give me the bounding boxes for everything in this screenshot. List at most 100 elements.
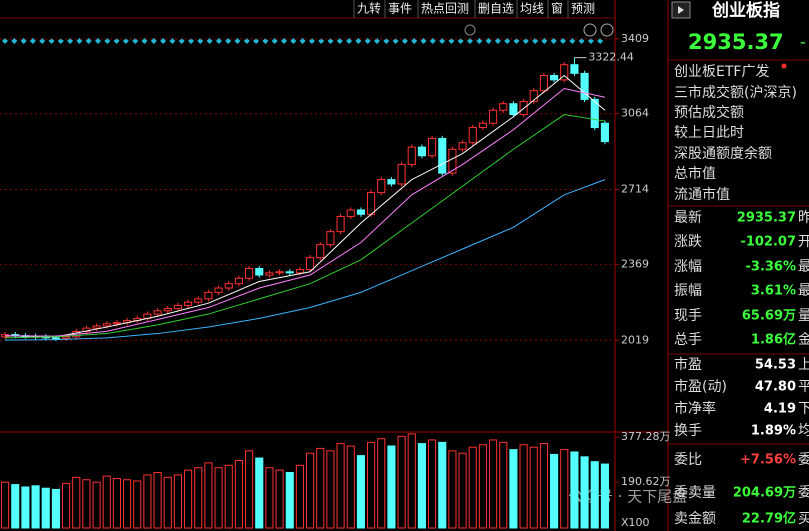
candle-body (458, 142, 467, 150)
volume-bar (275, 469, 284, 529)
stat-value: 54.53 (755, 358, 796, 373)
candle-body (316, 244, 325, 259)
stat-label: 卖金额 (674, 511, 716, 527)
volume-bar (417, 443, 426, 529)
volume-bar (316, 447, 325, 529)
stat-label: 涨跌 (674, 234, 702, 250)
toolbar-item[interactable]: 窗 (551, 2, 563, 16)
volume-bar (224, 464, 233, 529)
candle-body (478, 122, 487, 129)
candle-body (163, 308, 172, 312)
volume-bar (51, 488, 60, 529)
panel-link[interactable]: 较上日此时 (674, 125, 744, 141)
toolbar-item[interactable]: 热点回测 (421, 2, 469, 16)
unit-label: X100 (621, 516, 650, 529)
diamond (532, 38, 539, 44)
candle-body (51, 337, 60, 340)
panel-link[interactable]: 流通市值 (674, 186, 730, 203)
volume-bar (41, 487, 50, 529)
stat-value: 1.89% (751, 424, 796, 439)
diamond (560, 38, 566, 44)
diamond (48, 38, 55, 44)
zoom-in[interactable] (583, 23, 597, 37)
gear-icon[interactable] (464, 24, 476, 36)
diamond (11, 38, 18, 44)
moving-average (5, 88, 606, 337)
candle-body (468, 127, 477, 144)
stat-label: 委卖量 (674, 485, 716, 501)
diamond (308, 38, 315, 44)
y-tick-label: 2714 (621, 183, 649, 196)
diamond (169, 38, 176, 44)
volume-bar (529, 446, 538, 529)
diamond (429, 38, 436, 44)
diamond (234, 38, 241, 44)
candle-body (173, 304, 182, 310)
panel-link[interactable]: 预估成交额 (674, 104, 744, 121)
diamond (411, 38, 418, 44)
stat-label: 委 (798, 452, 809, 468)
diamond (150, 38, 157, 44)
stat-label: 市盈 (674, 356, 702, 373)
stat-label: 涨幅 (674, 259, 702, 275)
volume-bar (62, 482, 71, 529)
candle-body (560, 64, 569, 81)
volume-bar (519, 444, 528, 529)
diamond (104, 38, 111, 44)
candle-body (153, 310, 162, 315)
candle-body (336, 215, 345, 233)
candle-body (570, 64, 579, 74)
moving-average (5, 114, 605, 339)
diamond (401, 38, 408, 44)
toolbar-item[interactable]: 事件 (388, 2, 412, 16)
stat-label: 昨 (798, 210, 809, 226)
volume-bar (590, 461, 599, 529)
stat-label: 买 (798, 511, 809, 527)
toolbar-item[interactable]: 九转 (357, 1, 381, 16)
candle-body (194, 298, 203, 303)
diamond (346, 38, 353, 44)
diamond (578, 38, 585, 44)
volume-bar (580, 456, 589, 529)
stat-label: 均 (798, 423, 809, 439)
stat-label: 下 (798, 401, 809, 417)
stat-label: 总手 (674, 332, 702, 348)
diamond (113, 38, 120, 44)
candle-body (590, 98, 599, 129)
candle-body (184, 301, 193, 306)
stat-label: 委比 (674, 452, 702, 468)
toolbar-item[interactable]: 均线 (520, 2, 544, 16)
volume-bar (397, 435, 406, 529)
candle-body (580, 72, 589, 100)
panel-link[interactable]: 创业板ETF广发 (674, 64, 769, 80)
moving-average (5, 179, 606, 341)
diamond (206, 38, 213, 44)
diamond (355, 38, 362, 44)
diamond (188, 38, 194, 44)
diamond (569, 38, 576, 44)
stat-label: 开 (798, 234, 809, 250)
volume-bar (295, 464, 304, 529)
diamond (160, 38, 167, 44)
candle-body (102, 323, 111, 327)
volume-bar (255, 457, 264, 529)
volume-bar (153, 472, 162, 529)
candle-body (295, 269, 304, 274)
candle-body (550, 75, 559, 81)
volume-bar (143, 474, 152, 529)
panel-link[interactable]: 三市成交额(沪深京) (674, 84, 797, 101)
panel-link[interactable]: 深股通额度余额 (674, 145, 772, 162)
volume-bar (214, 467, 223, 529)
candle-body (214, 287, 223, 293)
panel-link[interactable]: 总市值 (674, 165, 716, 182)
candle-body (275, 271, 284, 274)
moving-average (5, 74, 606, 338)
toolbar-item[interactable]: 删自选 (478, 2, 514, 16)
toolbar-item[interactable]: 预测 (571, 2, 595, 16)
volume-bar (600, 463, 609, 529)
zoom-out[interactable] (600, 23, 614, 37)
stat-label: 平 (798, 379, 809, 395)
diamond (29, 38, 36, 44)
y-tick-label: 2019 (621, 333, 649, 346)
